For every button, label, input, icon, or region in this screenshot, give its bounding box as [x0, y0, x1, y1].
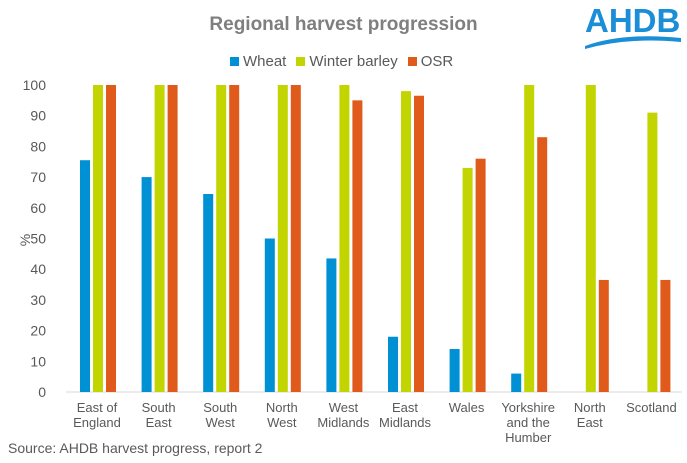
- x-tick-label: East: [577, 415, 603, 430]
- bar-wheat: [80, 160, 90, 392]
- bar-wheat: [141, 177, 152, 392]
- bar-winter-barley: [647, 112, 658, 392]
- y-tick-label: 30: [30, 292, 46, 308]
- y-tick-label: 20: [30, 323, 46, 339]
- x-tick-label: Yorkshire: [501, 400, 555, 415]
- bar-wheat: [326, 258, 337, 392]
- chart-title: Regional harvest progression: [209, 14, 478, 35]
- y-tick-label: 90: [30, 108, 46, 124]
- x-tick-label: Humber: [505, 430, 552, 445]
- x-tick-label: East: [146, 415, 172, 430]
- bar-wheat: [203, 193, 214, 392]
- logo-text: AHDB: [585, 2, 680, 39]
- legend: Wheat Winter barley OSR: [230, 53, 453, 70]
- y-tick-label: 40: [30, 261, 46, 277]
- legend-label: Wheat: [243, 53, 287, 70]
- bar-osr: [106, 85, 116, 392]
- y-tick-label: 50: [30, 231, 46, 247]
- bar-winter-barley: [154, 85, 165, 392]
- legend-item: Wheat: [230, 53, 286, 70]
- x-tick-label: North: [574, 400, 606, 415]
- legend-label: Winter barley: [309, 53, 398, 70]
- bar-wheat: [511, 373, 522, 392]
- bar-osr: [352, 100, 363, 392]
- bar-osr: [414, 95, 424, 393]
- bar-osr: [475, 158, 486, 392]
- x-tick-label: West: [206, 415, 236, 430]
- legend-swatch: [296, 57, 306, 66]
- legend-label: OSR: [420, 53, 454, 70]
- x-tick-label: Scotland: [626, 400, 677, 415]
- x-tick-label: North: [266, 400, 298, 415]
- y-tick-label: 10: [30, 353, 46, 369]
- x-tick-label: West: [267, 415, 297, 430]
- x-tick-label: Wales: [449, 400, 485, 415]
- bar-osr: [229, 85, 240, 392]
- x-tick-label: England: [73, 415, 121, 430]
- legend-item: Winter barley: [296, 53, 398, 70]
- bar-wheat: [264, 238, 275, 392]
- bar-winter-barley: [462, 167, 473, 392]
- x-tick-label: West: [329, 400, 359, 415]
- legend-item: OSR: [407, 53, 454, 70]
- bar-winter-barley: [277, 85, 288, 392]
- source-note: Source: AHDB harvest progress, report 2: [8, 440, 263, 456]
- bar-winter-barley: [585, 85, 596, 392]
- y-tick-label: 70: [30, 169, 46, 185]
- x-tick-label: South: [203, 400, 237, 415]
- bar-osr: [537, 137, 548, 392]
- x-tick-label: and the: [507, 415, 550, 430]
- bar-osr: [660, 279, 671, 392]
- bar-winter-barley: [339, 85, 350, 392]
- bar-winter-barley: [524, 85, 535, 392]
- ahdb-logo: AHDB: [583, 2, 683, 57]
- y-axis-label: %: [17, 234, 33, 246]
- bar-wheat: [449, 349, 460, 392]
- y-tick-label: 100: [23, 77, 47, 93]
- bar-winter-barley: [216, 85, 227, 392]
- x-tick-label: Midlands: [379, 415, 432, 430]
- legend-swatch: [230, 57, 239, 66]
- y-tick-label: 0: [38, 384, 46, 400]
- y-tick-label: 60: [30, 200, 46, 216]
- x-tick-label: Midlands: [317, 415, 370, 430]
- bar-osr: [167, 85, 178, 392]
- bar-osr: [290, 85, 301, 392]
- x-tick-label: South: [142, 400, 176, 415]
- bar-osr: [598, 279, 609, 392]
- y-tick-label: 80: [30, 138, 46, 154]
- x-tick-label: East of: [77, 400, 118, 415]
- bar-winter-barley: [401, 91, 411, 392]
- x-tick-label: East: [392, 400, 418, 415]
- bar-wheat: [388, 336, 398, 392]
- bar-winter-barley: [93, 85, 103, 392]
- legend-swatch: [407, 57, 417, 66]
